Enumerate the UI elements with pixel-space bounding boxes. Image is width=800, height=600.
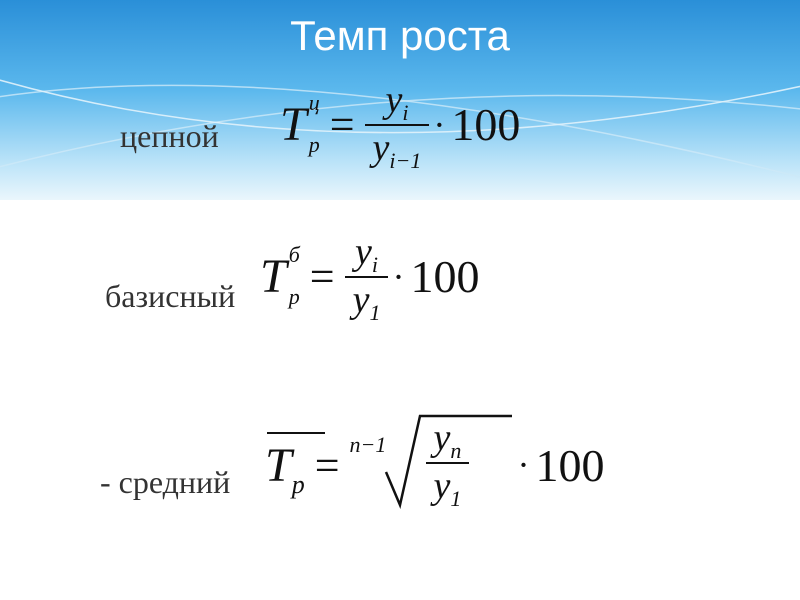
eq-sign: =	[330, 99, 355, 150]
overline-T: Tp	[265, 438, 305, 493]
formula-mean-row: - средний Tp = n−1 yn y1 · 100	[0, 410, 800, 540]
label-base: базисный	[105, 278, 235, 315]
root-wrap: n−1 yn y1	[384, 410, 514, 520]
overline-bar	[267, 432, 325, 434]
sym-T: T	[280, 97, 307, 152]
formula-mean: Tp = n−1 yn y1 · 100	[265, 410, 605, 520]
fraction-mean: yn y1	[426, 418, 470, 508]
hundred: 100	[451, 98, 520, 151]
eq-sign: =	[310, 251, 335, 302]
supsub-base: б p	[289, 257, 300, 297]
fraction-chain: yi yi−1	[365, 80, 430, 170]
sym-T: T	[265, 439, 292, 492]
fraction-bar	[426, 462, 470, 464]
formula-base: T б p = yi y1 · 100	[260, 232, 479, 322]
eq-sign: =	[315, 440, 340, 491]
supsub-chain: ц p	[309, 105, 320, 145]
page-title: Темп роста	[0, 12, 800, 60]
mult-dot: ·	[518, 444, 530, 486]
root-index: n−1	[350, 432, 387, 458]
mult-dot: ·	[392, 256, 404, 298]
label-mean: - средний	[100, 464, 230, 501]
label-chain: цепной	[120, 118, 219, 155]
fraction-base: yi y1	[345, 232, 389, 322]
mult-dot: ·	[433, 104, 445, 146]
formula-chain-row: цепной T ц p = yi yi−1 · 100	[0, 80, 800, 190]
sym-T: T	[260, 249, 287, 304]
fraction-bar	[365, 124, 430, 126]
hundred: 100	[410, 250, 479, 303]
root-content: yn y1	[426, 418, 470, 508]
hundred: 100	[536, 439, 605, 492]
fraction-bar	[345, 276, 389, 278]
formula-chain: T ц p = yi yi−1 · 100	[280, 80, 520, 170]
formula-base-row: базисный T б p = yi y1 · 100	[0, 232, 800, 352]
